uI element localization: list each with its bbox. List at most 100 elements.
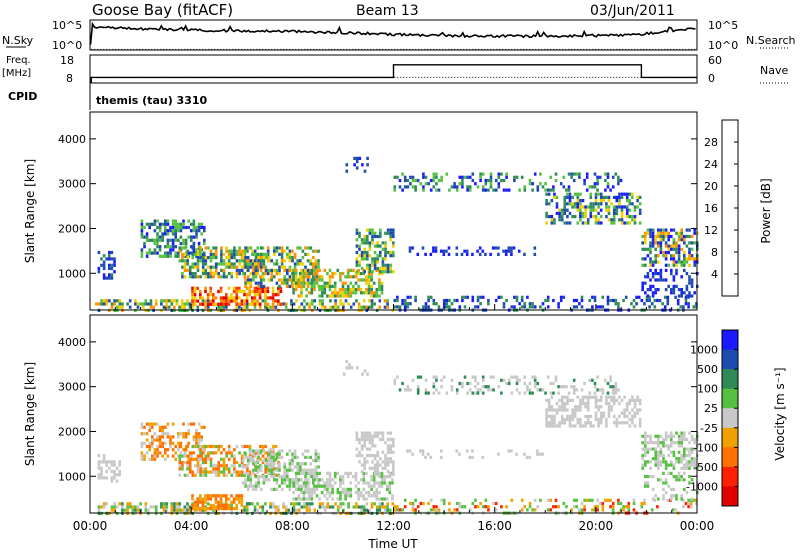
heatmap-cell	[546, 188, 550, 192]
heatmap-cell	[677, 257, 681, 261]
heatmap-cell	[525, 455, 529, 459]
heatmap-cell	[278, 455, 281, 459]
heatmap-cell	[675, 260, 678, 264]
heatmap-cell	[259, 246, 263, 250]
heatmap-cell	[313, 305, 317, 309]
heatmap-cell	[657, 457, 660, 461]
heatmap-cell	[376, 234, 379, 239]
heatmap-cell	[349, 487, 353, 491]
heatmap-cell	[654, 260, 657, 264]
heatmap-cell	[366, 266, 369, 271]
heatmap-cell	[497, 185, 501, 189]
heatmap-cell	[484, 188, 488, 192]
heatmap-cell	[141, 305, 145, 309]
heatmap-cell	[355, 160, 359, 164]
heatmap-cell	[675, 441, 678, 445]
heatmap-cell	[680, 441, 683, 445]
heatmap-cell	[573, 202, 577, 206]
heatmap-cell	[403, 498, 407, 502]
heatmap-cell	[644, 460, 647, 464]
heatmap-cell	[197, 422, 201, 426]
heatmap-cell	[651, 457, 655, 461]
heatmap-cell	[573, 405, 577, 409]
heatmap-cell	[376, 463, 379, 467]
heatmap-cell	[550, 414, 554, 418]
heatmap-cell	[227, 467, 231, 471]
heatmap-cell	[644, 453, 647, 458]
heatmap-cell	[657, 278, 660, 282]
heatmap-cell	[186, 249, 189, 253]
heatmap-cell	[416, 375, 420, 379]
heatmap-cell	[664, 431, 668, 435]
heatmap-cell	[484, 178, 488, 183]
heatmap-cell	[253, 265, 257, 269]
heatmap-cell	[267, 268, 271, 272]
heatmap-cell	[552, 381, 555, 386]
heatmap-cell	[368, 231, 372, 235]
heatmap-cell	[568, 418, 572, 422]
heatmap-cell	[251, 299, 254, 303]
heatmap-cell	[381, 263, 385, 267]
heatmap-cell	[378, 278, 381, 282]
heatmap-cell	[164, 457, 167, 461]
heatmap-cell	[604, 378, 607, 382]
heatmap-cell	[292, 272, 295, 276]
heatmap-cell	[352, 302, 356, 306]
heatmap-cell	[365, 502, 369, 506]
heatmap-cell	[427, 501, 430, 506]
heatmap-cell	[280, 246, 284, 250]
heatmap-cell	[664, 437, 668, 442]
heatmap-cell	[365, 275, 368, 279]
heatmap-cell	[638, 408, 642, 412]
heatmap-cell	[355, 263, 359, 267]
heatmap-cell	[565, 505, 568, 509]
heatmap-cell	[638, 221, 642, 225]
heatmap-cell	[682, 498, 685, 502]
heatmap-cell	[515, 378, 519, 382]
heatmap-cell	[238, 473, 241, 477]
heatmap-cell	[555, 424, 559, 428]
heatmap-cell	[580, 295, 584, 299]
heatmap-cell	[345, 169, 349, 173]
heatmap-cell	[563, 395, 567, 399]
heatmap-cell	[497, 175, 501, 179]
heatmap-cell	[233, 448, 236, 452]
heatmap-cell	[191, 246, 195, 250]
heatmap-cell	[680, 228, 683, 232]
heatmap-cell	[144, 502, 148, 506]
heatmap-cell	[209, 460, 213, 465]
heatmap-cell	[339, 291, 342, 295]
heatmap-cell	[371, 270, 374, 274]
heatmap-cell	[589, 424, 593, 428]
heatmap-cell	[328, 294, 332, 298]
heatmap-cell	[238, 252, 241, 256]
heatmap-cell	[302, 471, 306, 475]
heatmap-cell	[664, 278, 668, 282]
heatmap-cell	[389, 460, 392, 464]
heatmap-cell	[558, 208, 561, 212]
heatmap-cell	[310, 288, 314, 292]
heatmap-cell	[100, 302, 103, 306]
heatmap-cell	[241, 252, 245, 256]
heatmap-cell	[186, 464, 189, 468]
heatmap-cell	[280, 481, 284, 485]
heatmap-cell	[259, 256, 263, 260]
heatmap-cell	[108, 466, 111, 470]
heatmap-cell	[196, 470, 200, 474]
heatmap-cell	[173, 305, 176, 309]
heatmap-cell	[636, 199, 639, 203]
heatmap-cell	[649, 268, 652, 272]
heatmap-cell	[416, 505, 420, 509]
heatmap-cell	[173, 505, 176, 509]
heatmap-cell	[265, 268, 268, 272]
heatmap-cell	[222, 296, 225, 300]
heatmap-cell	[307, 272, 311, 276]
heatmap-cell	[599, 192, 603, 196]
heatmap-cell	[357, 505, 361, 509]
heatmap-cell	[688, 254, 691, 258]
heatmap-cell	[148, 422, 151, 426]
heatmap-cell	[601, 388, 605, 392]
heatmap-cell	[190, 238, 193, 242]
heatmap-cell	[201, 299, 205, 303]
heatmap-cell	[102, 260, 106, 264]
